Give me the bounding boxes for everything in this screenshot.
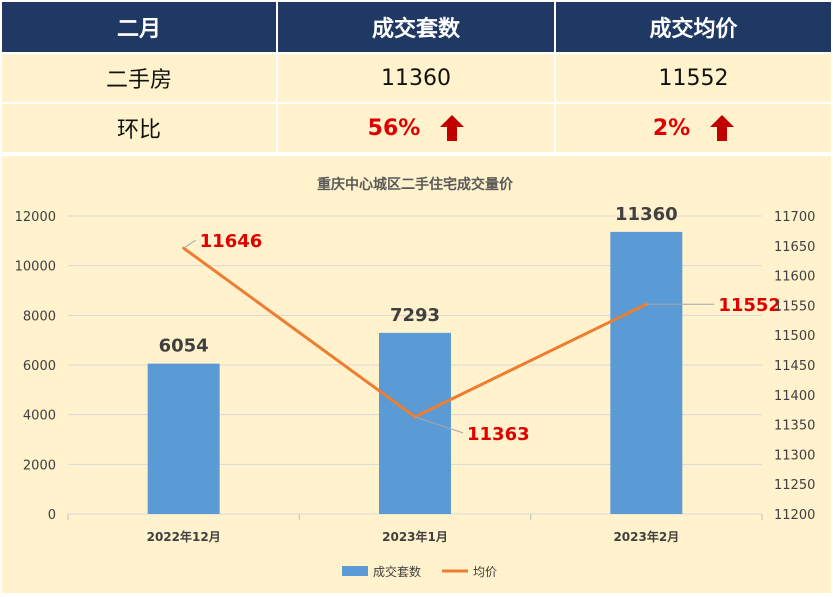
chart-title: 重庆中心城区二手住宅成交量价	[317, 176, 514, 193]
header-count: 成交套数	[278, 2, 554, 52]
y-left-tick-label: 10000	[15, 260, 56, 275]
chart-panel: 重庆中心城区二手住宅成交量价 6054 7293 11360 11646 11363 11…	[2, 156, 831, 593]
bar-series	[147, 231, 683, 514]
x-tick-label: 2023年1月	[382, 529, 448, 544]
y-left-tick-label: 12000	[15, 210, 56, 225]
line-value-label: 11363	[467, 424, 530, 445]
y-left-tick-label: 8000	[23, 309, 56, 324]
header-price: 成交均价	[556, 2, 831, 52]
count-value: 11360	[278, 54, 554, 102]
y-right-tick-label: 11600	[774, 270, 815, 285]
y-left-tick-label: 2000	[23, 458, 56, 473]
y-right-tick-label: 11700	[774, 210, 815, 225]
y-left-tick-label: 0	[48, 508, 56, 523]
count-change-cell: 56%	[278, 104, 554, 152]
header-month: 二月	[2, 2, 276, 52]
legend-bar-label: 成交套数	[373, 564, 421, 579]
data-labels: 6054 7293 11360 11646 11363 11552	[159, 204, 781, 445]
leader-line	[183, 239, 196, 249]
price-value: 11552	[556, 54, 831, 102]
bar-value-label: 7293	[390, 305, 440, 326]
x-tick-label: 2022年12月	[147, 529, 221, 544]
bar-value-label: 11360	[615, 204, 678, 225]
x-tick-label: 2023年2月	[613, 529, 679, 544]
y-right-tick-label: 11550	[774, 299, 815, 314]
combo-chart: 重庆中心城区二手住宅成交量价 6054 7293 11360 11646 11363 11…	[15, 176, 816, 579]
row-label-secondhand: 二手房	[2, 54, 276, 102]
legend-line-label: 均价	[473, 565, 497, 579]
bar	[147, 363, 220, 514]
line-value-label: 11646	[200, 231, 263, 252]
bar	[610, 231, 683, 514]
y-right-tick-label: 11250	[774, 478, 815, 493]
bar-value-label: 6054	[159, 336, 209, 357]
y-right-tick-label: 11350	[774, 419, 815, 434]
summary-table: 二月 成交套数 成交均价 二手房 11360 11552 环比 56% 2%	[2, 2, 831, 152]
up-arrow-icon	[710, 115, 735, 141]
table-header-row: 二月 成交套数 成交均价	[2, 2, 831, 52]
table-row-mom: 环比 56% 2%	[2, 104, 831, 152]
y-right-tick-label: 11400	[774, 389, 815, 404]
count-change-value: 56%	[367, 115, 421, 141]
y-left-tick-label: 4000	[23, 409, 56, 424]
leader-line	[414, 416, 464, 434]
table-row-secondhand: 二手房 11360 11552	[2, 54, 831, 102]
axes: 0 2000 4000 6000 8000 10000 12000 11200 11250 113…	[15, 210, 816, 544]
y-left-tick-label: 6000	[23, 359, 56, 374]
row-label-mom: 环比	[2, 104, 276, 152]
legend-bar-swatch	[342, 566, 368, 576]
up-arrow-icon	[440, 115, 465, 141]
line-value-label: 11552	[718, 295, 781, 316]
y-right-tick-label: 11650	[774, 240, 815, 255]
y-right-tick-label: 11300	[774, 448, 815, 463]
price-change-cell: 2%	[556, 104, 831, 152]
price-change-value: 2%	[652, 115, 691, 141]
bar	[379, 332, 451, 514]
legend: 成交套数 均价	[342, 564, 497, 579]
y-right-tick-label: 11200	[774, 508, 815, 523]
y-right-tick-label: 11450	[774, 359, 815, 374]
y-right-tick-label: 11500	[774, 329, 815, 344]
